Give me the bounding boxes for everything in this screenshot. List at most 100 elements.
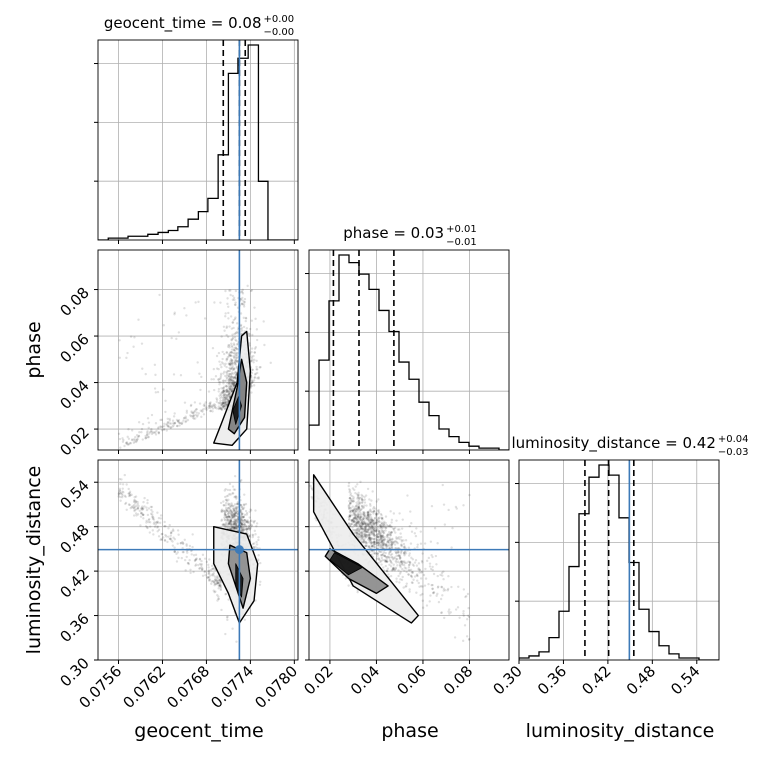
- scatter-point: [231, 627, 234, 630]
- scatter-point: [424, 567, 427, 571]
- scatter-point: [233, 332, 236, 336]
- scatter-point: [379, 560, 382, 564]
- scatter-point: [222, 388, 225, 392]
- scatter-point: [137, 434, 141, 437]
- scatter-point: [234, 518, 237, 521]
- y-tick-label: 0.04: [56, 377, 92, 413]
- scatter-point: [468, 637, 471, 641]
- scatter-point: [359, 524, 362, 527]
- scatter-point: [221, 380, 225, 383]
- scatter-point: [225, 326, 228, 330]
- scatter-point: [231, 294, 235, 298]
- scatter-point: [399, 565, 402, 569]
- y-tick-label: 0.42: [56, 565, 92, 601]
- scatter-point: [138, 431, 141, 434]
- scatter-point: [226, 508, 229, 511]
- scatter-point: [217, 390, 220, 393]
- scatter-point: [370, 537, 374, 540]
- scatter-point: [243, 527, 247, 531]
- scatter-point: [162, 536, 165, 539]
- scatter-point: [351, 518, 355, 521]
- scatter-point: [383, 538, 386, 541]
- scatter-point: [382, 540, 385, 543]
- scatter-point: [442, 587, 446, 590]
- scatter-point: [348, 496, 352, 500]
- scatter-point: [383, 544, 386, 547]
- scatter-point: [226, 523, 229, 526]
- scatter-point: [381, 536, 385, 540]
- scatter-point: [134, 435, 137, 439]
- scatter-point: [224, 362, 227, 366]
- scatter-point: [411, 581, 414, 585]
- scatter-point: [227, 379, 230, 382]
- scatter-point: [255, 543, 259, 546]
- scatter-point: [225, 509, 229, 512]
- scatter-point: [361, 530, 364, 533]
- scatter-point: [387, 540, 390, 543]
- scatter-point: [235, 526, 238, 530]
- scatter-point: [235, 347, 238, 351]
- scatter-point: [354, 491, 357, 495]
- scatter-point: [154, 433, 158, 436]
- scatter-point: [207, 404, 211, 408]
- scatter-point: [235, 339, 238, 343]
- scatter-point: [230, 516, 234, 519]
- scatter-point: [228, 511, 231, 515]
- scatter-point: [448, 608, 451, 611]
- scatter-point: [373, 517, 377, 520]
- scatter-point: [252, 354, 255, 358]
- scatter-point: [449, 611, 452, 614]
- scatter-point: [228, 351, 232, 355]
- scatter-point: [218, 584, 222, 588]
- scatter-point: [226, 357, 229, 361]
- scatter-point: [373, 510, 376, 513]
- scatter-point: [366, 511, 369, 515]
- scatter-point: [254, 533, 257, 536]
- scatter-point: [252, 384, 256, 387]
- scatter-point: [378, 520, 381, 524]
- scatter-point: [228, 289, 231, 292]
- scatter-point: [246, 519, 249, 522]
- scatter-point: [365, 534, 368, 537]
- scatter-point: [379, 540, 383, 544]
- scatter-point: [359, 535, 363, 539]
- scatter-point: [244, 525, 248, 528]
- scatter-point: [372, 541, 375, 544]
- scatter-point: [357, 527, 360, 530]
- scatter-point: [369, 542, 373, 545]
- scatter-point: [210, 405, 213, 409]
- x-axis-label-geocent_time: geocent_time: [134, 720, 263, 742]
- histogram-panel-geocent_time: [94, 39, 299, 244]
- scatter-point: [229, 505, 233, 508]
- scatter-point: [364, 544, 368, 548]
- scatter-point: [359, 534, 363, 537]
- scatter-point: [195, 557, 198, 560]
- scatter-point: [399, 536, 403, 539]
- scatter-point: [351, 528, 354, 532]
- scatter-point: [256, 377, 259, 380]
- scatter-point: [195, 415, 199, 418]
- scatter-point: [347, 481, 351, 485]
- scatter-point: [231, 507, 235, 510]
- scatter-point: [221, 403, 225, 406]
- scatter-point: [252, 379, 256, 382]
- scatter-point: [361, 535, 365, 538]
- scatter-point: [134, 500, 138, 503]
- scatter-point: [222, 509, 225, 513]
- scatter-point: [128, 493, 132, 497]
- scatter-point: [361, 527, 364, 531]
- scatter-point: [392, 540, 395, 544]
- scatter-point: [171, 425, 174, 428]
- scatter-point: [203, 557, 207, 560]
- scatter-point: [155, 521, 159, 524]
- scatter-point: [154, 391, 158, 394]
- scatter-point: [227, 510, 230, 513]
- scatter-point: [228, 362, 232, 365]
- scatter-point: [125, 441, 129, 444]
- scatter-point: [233, 521, 237, 524]
- scatter-point: [235, 507, 238, 510]
- scatter-point: [364, 535, 367, 538]
- scatter-point: [384, 515, 388, 518]
- scatter-point: [225, 400, 228, 404]
- scatter-point: [239, 529, 243, 533]
